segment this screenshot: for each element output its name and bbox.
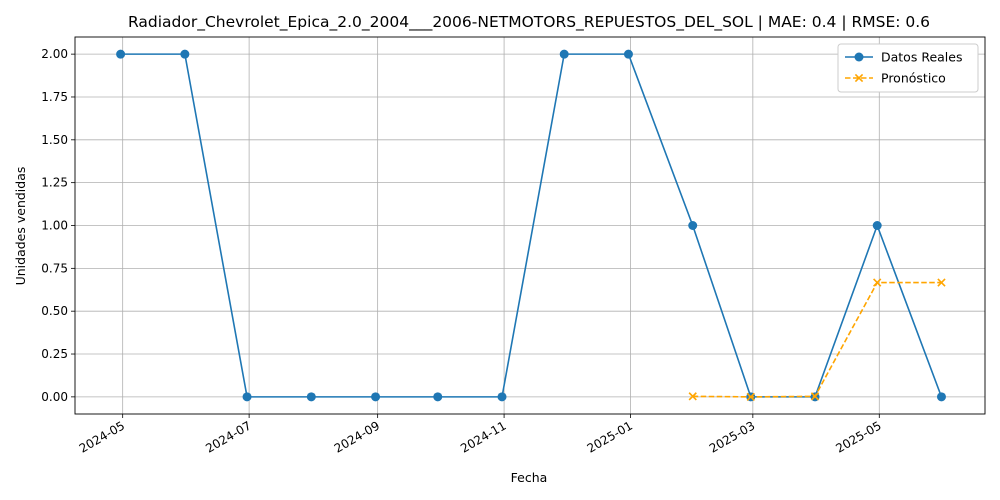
legend-label: Datos Reales xyxy=(881,50,962,65)
y-tick-label: 1.25 xyxy=(41,176,68,190)
x-tick-label: 2024-07 xyxy=(203,418,253,455)
chart-title: Radiador_Chevrolet_Epica_2.0_2004___2006… xyxy=(128,13,930,32)
y-tick-label: 0.00 xyxy=(41,390,68,404)
series-layer xyxy=(116,49,946,402)
x-tick-label: 2024-11 xyxy=(458,418,508,455)
legend-label: Pronóstico xyxy=(881,71,946,86)
data-point xyxy=(497,392,507,402)
x-marker-stroke xyxy=(854,73,864,83)
x-marker-stroke xyxy=(746,392,755,402)
data-point xyxy=(746,392,755,402)
data-point xyxy=(936,392,946,402)
data-point xyxy=(306,392,316,402)
data-point xyxy=(937,278,946,287)
data-point xyxy=(810,392,820,401)
y-tick-label: 2.00 xyxy=(41,47,68,61)
legend-marker xyxy=(854,52,864,62)
legend-marker xyxy=(854,73,864,83)
x-marker-stroke xyxy=(873,278,882,287)
series-line xyxy=(120,53,943,398)
data-point xyxy=(242,392,252,402)
x-axis-ticks: 2024-05 2024-07 2024-09 2024-11 2025-01 2025-… xyxy=(77,414,884,456)
x-tick-label: 2024-09 xyxy=(332,418,382,455)
x-axis-label: Fecha xyxy=(511,470,548,485)
series-line xyxy=(692,281,942,398)
y-tick-label: 0.50 xyxy=(41,304,68,318)
data-point xyxy=(623,49,633,59)
series-pronostico xyxy=(688,278,946,402)
y-tick-label: 1.50 xyxy=(41,133,68,147)
data-point xyxy=(433,392,443,402)
x-tick-label: 2025-03 xyxy=(707,418,757,455)
data-point xyxy=(688,392,697,401)
x-tick-label: 2024-05 xyxy=(77,418,127,455)
x-marker-stroke xyxy=(810,392,820,401)
series-datos-reales xyxy=(116,49,946,402)
data-point xyxy=(559,49,569,59)
data-point xyxy=(872,221,882,230)
y-tick-label: 0.75 xyxy=(41,261,68,275)
data-point xyxy=(873,278,882,287)
grid xyxy=(75,37,985,414)
y-tick-label: 0.25 xyxy=(41,347,68,361)
y-axis-label: Unidades vendidas xyxy=(13,167,28,286)
x-marker-stroke xyxy=(937,278,946,287)
data-point xyxy=(116,49,126,59)
y-tick-label: 1.75 xyxy=(41,90,68,104)
y-tick-label: 1.00 xyxy=(41,219,68,233)
data-point xyxy=(371,392,381,402)
legend-box xyxy=(837,43,979,93)
x-tick-label: 2025-01 xyxy=(585,418,635,455)
x-tick-label: 2025-05 xyxy=(833,418,883,455)
data-point xyxy=(180,49,190,59)
legend: Datos Reales Pronóstico xyxy=(837,43,979,93)
x-marker-stroke xyxy=(688,392,697,401)
data-point xyxy=(688,221,698,230)
y-axis-ticks: 0.00 0.25 0.50 0.75 1.00 1.25 1.50 1.75 2.00 xyxy=(41,47,75,404)
